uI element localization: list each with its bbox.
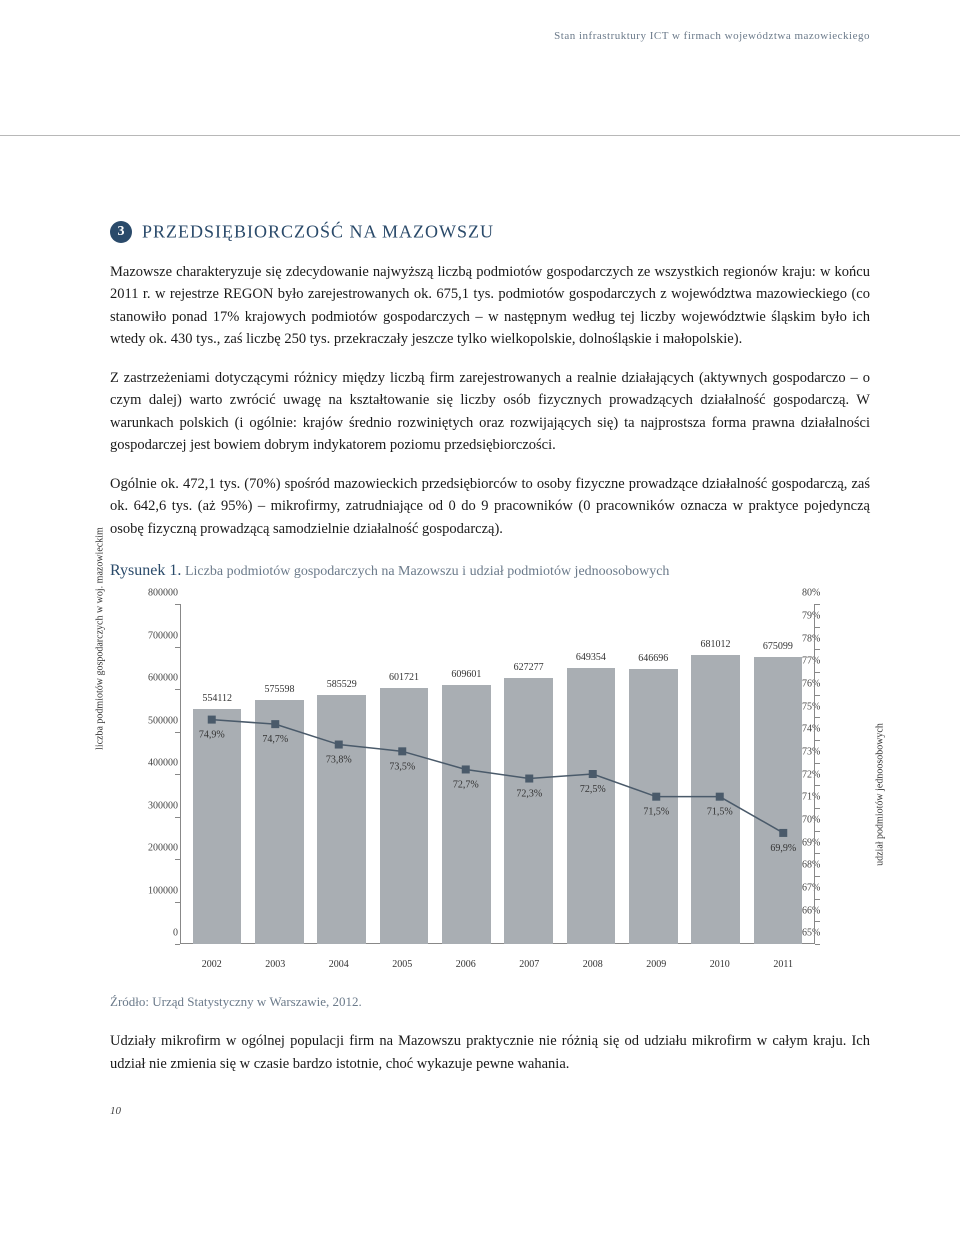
line-value-label: 69,9%: [770, 843, 796, 854]
line-marker: [462, 766, 470, 774]
line-value-label: 73,5%: [389, 761, 415, 772]
y-axis-left: 0 100000 200000 300000 400000 500000 600000 700…: [118, 604, 178, 944]
line-path: [212, 720, 784, 833]
line-value-label: 72,3%: [516, 789, 542, 800]
x-tick: 2008: [561, 959, 625, 970]
line-marker: [589, 770, 597, 778]
chart: liczba podmiotów gospodarczych w woj. ma…: [110, 594, 870, 984]
x-tick: 2003: [244, 959, 308, 970]
figure-caption: Rysunek 1. Liczba podmiotów gospodarczyc…: [110, 562, 870, 580]
line-marker: [652, 793, 660, 801]
line-marker: [716, 793, 724, 801]
line-marker: [271, 720, 279, 728]
x-tick: 2011: [752, 959, 816, 970]
running-header: Stan infrastruktury ICT w firmach wojewó…: [110, 30, 870, 50]
line-marker: [208, 716, 216, 724]
line-value-label: 72,5%: [580, 784, 606, 795]
x-tick: 2006: [434, 959, 498, 970]
y-left-tick: 100000: [118, 885, 178, 896]
y-left-tick: 0: [118, 928, 178, 939]
y-left-tick: 400000: [118, 758, 178, 769]
section-title: PRZEDSIĘBIORCZOŚĆ NA MAZOWSZU: [142, 222, 494, 242]
y-left-tick: 700000: [118, 630, 178, 641]
line-value-label: 72,7%: [453, 780, 479, 791]
x-tick: 2009: [625, 959, 689, 970]
line-value-label: 71,5%: [707, 807, 733, 818]
line-marker: [779, 829, 787, 837]
paragraph: Mazowsze charakteryzuje się zdecydowanie…: [110, 261, 870, 351]
figure-description: Liczba podmiotów gospodarczych na Mazows…: [185, 564, 669, 579]
line-value-label: 73,8%: [326, 755, 352, 766]
y-left-tick: 800000: [118, 588, 178, 599]
figure-source: Źródło: Urząd Statystyczny w Warszawie, …: [110, 994, 870, 1010]
y-left-tick: 600000: [118, 673, 178, 684]
y-right-tick: 80%: [802, 588, 862, 599]
line-marker: [335, 741, 343, 749]
paragraph: Z zastrzeżeniami dotyczącymi różnicy mię…: [110, 367, 870, 457]
x-tick: 2007: [498, 959, 562, 970]
y-left-tick: 200000: [118, 843, 178, 854]
line-marker: [525, 775, 533, 783]
page-number: 10: [110, 1105, 870, 1117]
figure-label: Rysunek 1.: [110, 562, 181, 579]
section-number-badge: 3: [110, 221, 132, 243]
line-value-label: 74,7%: [262, 734, 288, 745]
y-left-tick: 500000: [118, 715, 178, 726]
y-axis-left-label: liczba podmiotów gospodarczych w woj. ma…: [95, 527, 106, 750]
line-value-label: 71,5%: [643, 807, 669, 818]
line-value-label: 74,9%: [199, 730, 225, 741]
chart-plot-area: 5541125755985855296017216096016272776493…: [180, 604, 815, 944]
section-heading: 3 PRZEDSIĘBIORCZOŚĆ NA MAZOWSZU: [110, 221, 870, 243]
y-left-tick: 300000: [118, 800, 178, 811]
x-tick: 2004: [307, 959, 371, 970]
x-tick: 2002: [180, 959, 244, 970]
x-axis: 2002200320042005200620072008200920102011: [180, 959, 815, 970]
line-series: 74,9% 74,7% 73,8% 73,5% 72,7% 72,3% 72,5% 71,5%…: [180, 604, 815, 944]
y-axis-right-label: udział podmiotów jednoosobowych: [875, 723, 886, 866]
line-marker: [398, 747, 406, 755]
x-tick: 2005: [371, 959, 435, 970]
paragraph: Ogólnie ok. 472,1 tys. (70%) spośród maz…: [110, 473, 870, 540]
page: Stan infrastruktury ICT w firmach wojewó…: [0, 0, 960, 1157]
x-tick: 2010: [688, 959, 752, 970]
paragraph: Udziały mikrofirm w ogólnej populacji fi…: [110, 1030, 870, 1075]
